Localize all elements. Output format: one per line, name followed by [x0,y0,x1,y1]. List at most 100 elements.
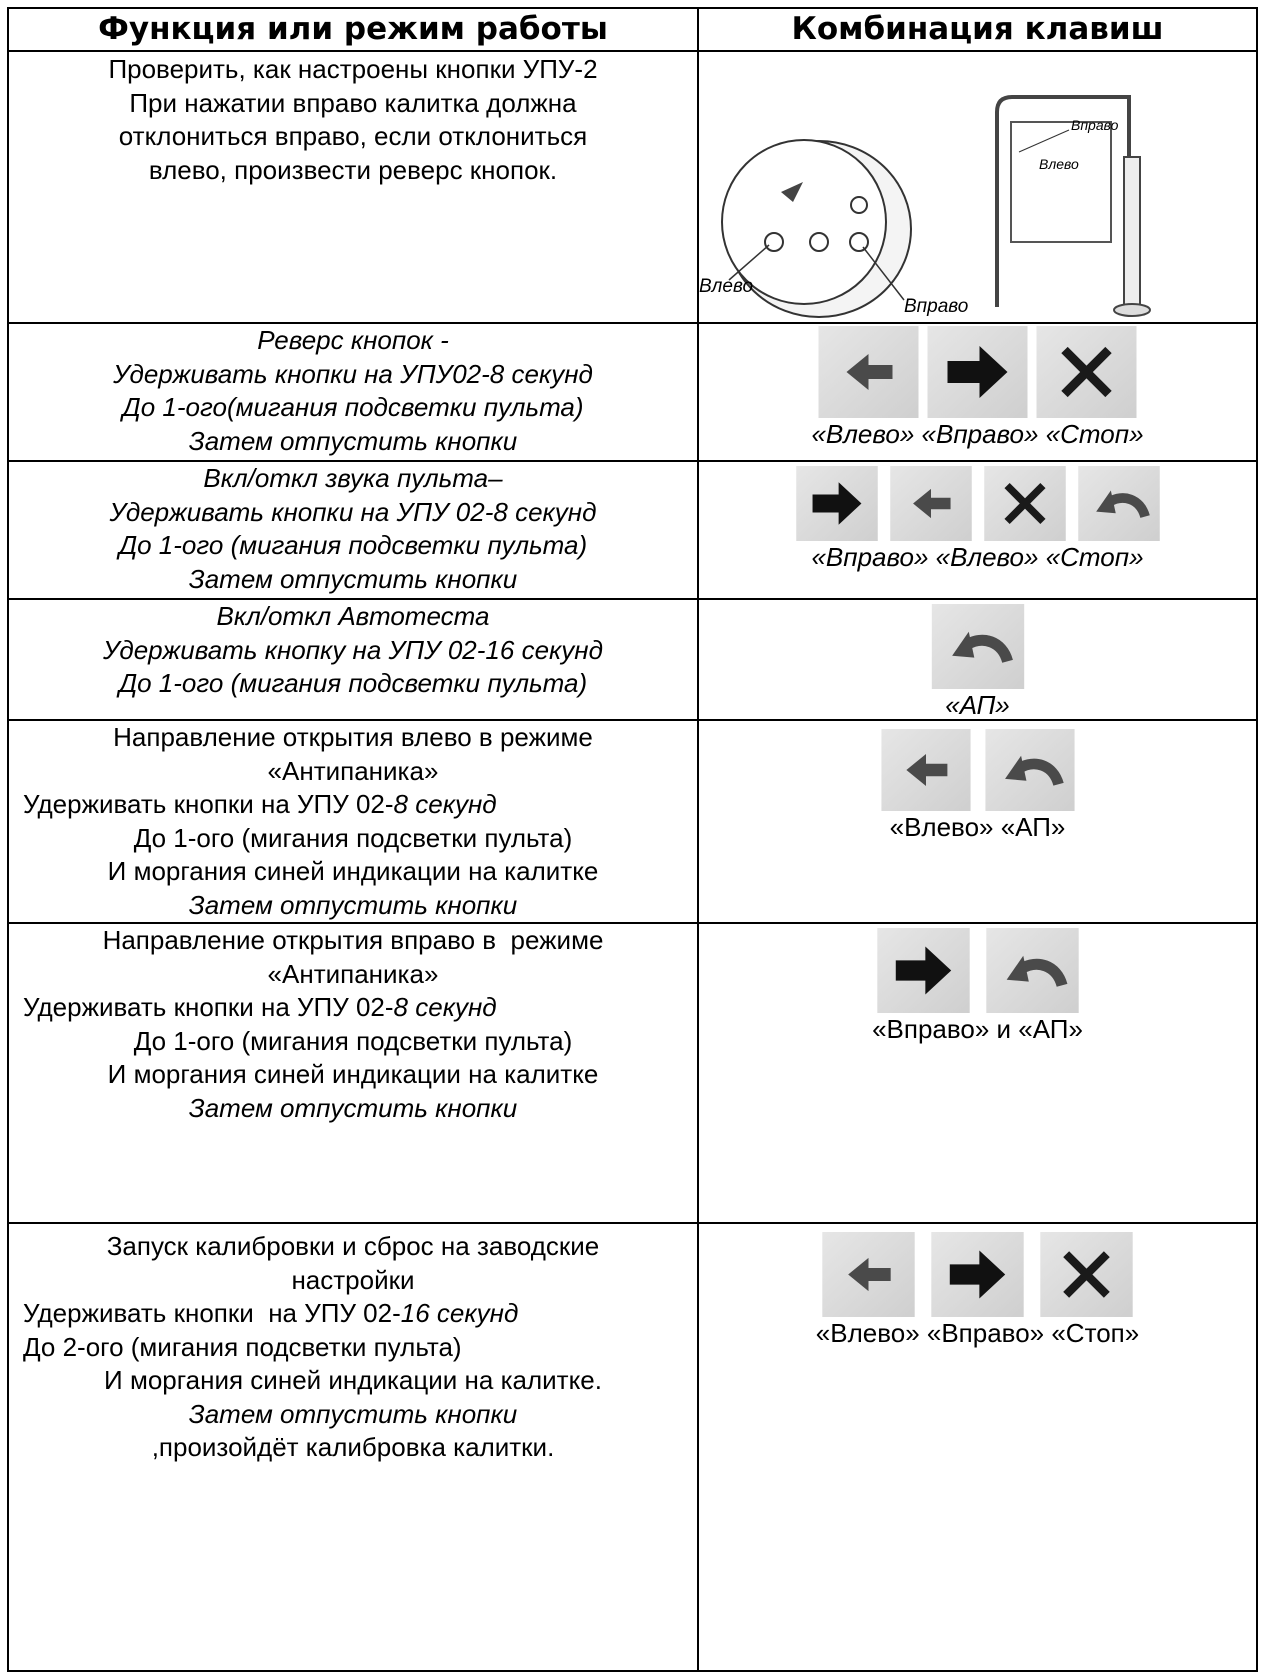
key-right [792,466,882,541]
text-line: влево, произвести реверс кнопок. [148,154,558,185]
key-caption: «Вправо» «Влево» «Стоп» [811,542,1144,572]
text-line: Удерживать кнопки на УПУ 02-8 секунд [9,788,697,822]
key-icons [699,729,1256,811]
table-header: Функция или режим работы Комбинация клав… [9,9,1256,52]
gate-base [1113,303,1151,317]
text-line: До 1-ого(мигания подсветки пульта) [122,392,584,422]
text-span: 8 секунд [393,789,497,819]
gate-frame [995,95,1131,307]
text-line: Затем отпустить кнопки [188,889,518,920]
function-cell: Направление открытия вправо в режиме «Ан… [9,924,699,1222]
key-right [925,326,1030,418]
remote-button [809,232,829,252]
remote-label: Влево [699,276,753,297]
function-cell: Вкл/откл звука пульта– Удерживать кнопки… [9,462,699,598]
key-ap [923,604,1033,689]
key-left [816,1232,921,1317]
function-cell: Реверс кнопок - Удерживать кнопки на УПУ… [9,324,699,460]
table-row: Вкл/откл Автотеста Удерживать кнопку на … [9,600,1256,721]
text-line: До 1-ого (мигания подсветки пульта) [118,668,588,698]
gate-label: Влево [1039,156,1079,172]
key-caption: «Влево» «Вправо» «Стоп» [815,1318,1140,1348]
remote-button [850,196,868,214]
key-icons [699,928,1256,1013]
gate-post [1123,156,1141,308]
text-line: Проверить, как настроены кнопки УПУ-2 [108,54,598,84]
keys-cell: «Влево» «АП» [699,721,1256,922]
text-line: Удерживать кнопки на УПУ 02-8 секунд [9,991,697,1025]
key-icons [699,466,1256,541]
text-line: «Антипаника» [267,958,439,989]
key-right [871,928,976,1013]
text-line: Направление открытия влево в режиме [113,722,593,752]
keys-cell: «Вправо» и «АП» [699,924,1256,1222]
keys-cell: «АП» [699,600,1256,720]
text-line: Вкл/откл Автотеста [216,601,490,631]
text-line: Запуск калибровки и сброс на заводские [106,1231,600,1261]
key-caption: «Вправо» и «АП» [872,1014,1083,1044]
table-row: Запуск калибровки и сброс на заводские н… [9,1224,1256,1672]
text-line: До 2-ого (мигания подсветки пульта) [23,1331,462,1362]
text-line: При нажатии вправо калитка должна [129,87,577,118]
text-line: До 1-ого (мигания подсветки пульта) [133,1025,573,1056]
text-span: 16 секунд [400,1298,519,1328]
text-line: Удерживать кнопки на УПУ 02-16 секунд [9,1297,697,1331]
key-icons [699,604,1256,689]
table-row: Направление открытия влево в режиме «Ант… [9,721,1256,924]
remote-label: Вправо [904,296,968,317]
header-cell: Комбинация клавиш [791,11,1164,47]
text-line: Затем отпустить кнопки [188,1092,518,1123]
text-line: Направление открытия вправо в режиме [102,925,604,955]
function-cell: Направление открытия влево в режиме «Ант… [9,721,699,922]
text-line: Удерживать кнопки на УПУ 02-8 секунд [109,496,597,527]
table-row: Реверс кнопок - Удерживать кнопки на УПУ… [9,324,1256,462]
text-span: 8 секунд [393,992,497,1022]
table-row: Проверить, как настроены кнопки УПУ-2 Пр… [9,52,1256,324]
remote-button [764,232,784,252]
gate-label: Вправо [1071,117,1119,133]
text-span: Удерживать кнопки на УПУ 02- [23,992,394,1022]
key-caption: «АП» [945,690,1010,720]
text-line: Удерживать кнопку на УПУ 02-16 секунд [103,634,603,665]
function-cell: Вкл/откл Автотеста Удерживать кнопку на … [9,600,699,719]
callout-line [728,244,770,281]
table: Функция или режим работы Комбинация клав… [7,7,1258,1672]
text-line: До 1-ого (мигания подсветки пульта) [133,822,573,853]
key-ap [980,928,1085,1013]
keys-cell: «Влево» «Вправо» «Стоп» [699,1224,1256,1670]
text-span: Удерживать кнопки на УПУ 02- [23,789,394,819]
text-line: Удерживать кнопки на УПУ02-8 секунд [113,358,593,389]
text-line: До 1-ого (мигания подсветки пульта) [118,530,588,560]
function-cell: Проверить, как настроены кнопки УПУ-2 Пр… [9,52,699,322]
key-left [816,326,921,418]
remote-button [849,232,869,252]
key-left [876,729,976,811]
remote-logo [781,182,803,202]
key-left [886,466,976,541]
remote-gate-figure: Влево Вправо Вправо Влево [699,95,1151,318]
text-line: «Антипаника» [267,755,439,786]
key-stop [1034,1232,1139,1317]
key-icons [699,1232,1256,1317]
text-line: Реверс кнопок - [257,325,449,355]
gate-panel [1010,121,1112,243]
table-row: Направление открытия вправо в режиме «Ан… [9,924,1256,1224]
key-stop [980,466,1070,541]
keys-cell: «Влево» «Вправо» «Стоп» [699,324,1256,460]
text-line: Вкл/откл звука пульта– [203,463,503,493]
key-stop [1034,326,1139,418]
callout-line [862,246,905,301]
key-caption: «Влево» «АП» [889,812,1066,842]
remote-face [721,139,887,305]
key-icons [699,326,1256,418]
function-cell: Запуск калибровки и сброс на заводские н… [9,1224,699,1670]
text-line: И моргания синей индикации на калитке [107,1059,599,1089]
text-line: отклониться вправо, если отклониться [118,121,588,151]
table-row: Вкл/откл звука пульта– Удерживать кнопки… [9,462,1256,600]
text-line: настройки [291,1264,415,1295]
text-line: И моргания синей индикации на калитке [107,856,599,886]
keys-cell: «Вправо» «Влево» «Стоп» [699,462,1256,598]
text-line: ,произойдёт калибровка калитки. [151,1432,555,1462]
